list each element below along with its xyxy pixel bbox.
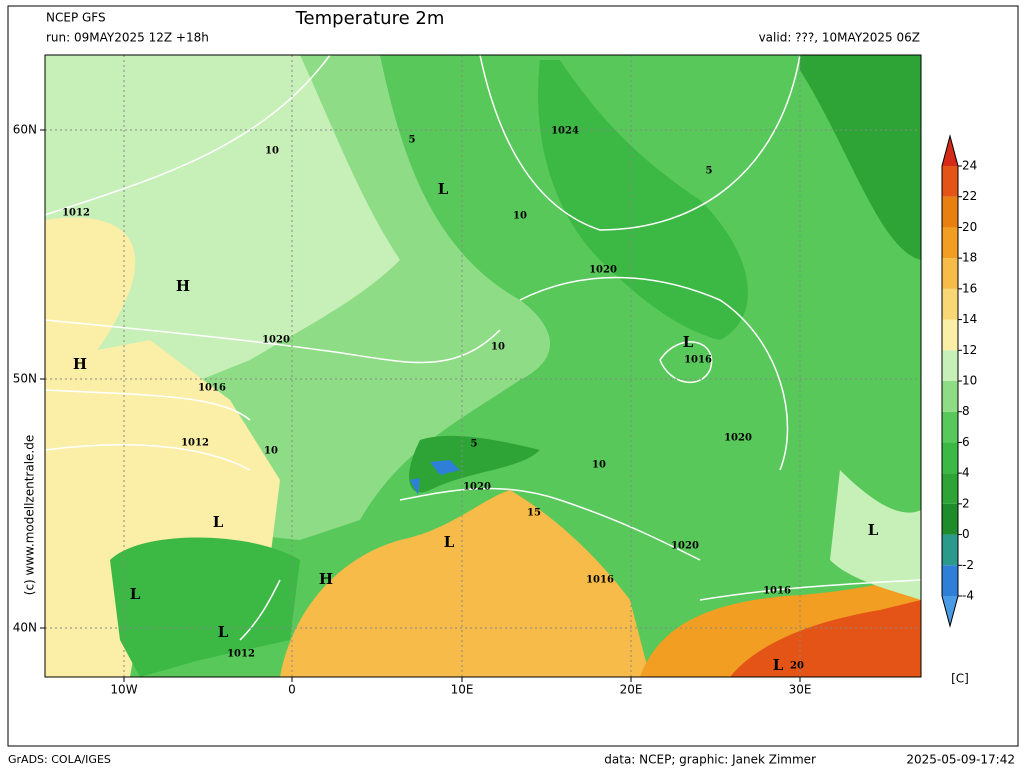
- pressure-center: H: [73, 355, 87, 373]
- colorbar-bin: [942, 442, 958, 474]
- colorbar-label: 0: [962, 527, 970, 541]
- isobar-label: 10: [592, 460, 606, 471]
- pressure-center: H: [319, 570, 333, 588]
- isobar-label: 1020: [589, 265, 617, 276]
- colorbar-bin: [942, 534, 958, 566]
- lat-label: 50N: [13, 372, 37, 386]
- colorbar-label: 4: [962, 466, 970, 480]
- colorbar-label: 10: [962, 374, 977, 388]
- isobar-label: 1016: [198, 383, 226, 394]
- footer-left: GrADS: COLA/IGES: [8, 753, 111, 766]
- footer-credit: data: NCEP; graphic: Janek Zimmer: [604, 753, 816, 767]
- colorbar-label: 24: [962, 159, 977, 173]
- colorbar-label: 20: [962, 220, 977, 234]
- watermark: (c) www.modellzentrale.de: [23, 435, 37, 595]
- isobar-label: 20: [790, 661, 804, 672]
- colorbar-label: 18: [962, 251, 977, 265]
- colorbar-bin: [942, 319, 958, 351]
- run: run: 09MAY2025 12Z +18h: [46, 31, 209, 45]
- isobar-label: 5: [409, 135, 416, 146]
- colorbar-label: 8: [962, 404, 970, 418]
- colorbar-bin: [942, 196, 958, 228]
- colorbar-bin: [942, 381, 958, 412]
- lat-label: 40N: [13, 621, 37, 635]
- colorbar-bin: [942, 350, 958, 381]
- isobar-label: 1020: [463, 482, 491, 493]
- isobar-label: 10: [491, 342, 505, 353]
- colorbar-label: 22: [962, 189, 977, 203]
- colorbar-low: [942, 596, 958, 626]
- lon-label: 10W: [110, 683, 137, 697]
- title: Temperature 2m: [295, 8, 445, 29]
- isobar-label: 10: [513, 211, 527, 222]
- map-border: [44, 54, 922, 678]
- colorbar-bin: [942, 503, 958, 535]
- pressure-center: L: [130, 585, 141, 603]
- colorbar-bin: [942, 411, 958, 443]
- pressure-center: L: [444, 533, 455, 551]
- isobar-label: 15: [527, 508, 541, 519]
- colorbar-unit: [C]: [951, 672, 969, 686]
- colorbar-bin: [942, 565, 958, 596]
- colorbar-label: 12: [962, 343, 977, 357]
- colorbar-high: [942, 136, 958, 166]
- lon-label: 30E: [789, 683, 812, 697]
- isobar-label: 1020: [671, 541, 699, 552]
- lon-label: 10E: [451, 683, 474, 697]
- isobar-label: 5: [706, 166, 713, 177]
- isobar-label: 1012: [227, 649, 255, 660]
- isobar-label: 10: [265, 146, 279, 157]
- footer-timestamp: 2025-05-09-17:42: [906, 753, 1015, 767]
- pressure-center: L: [773, 656, 784, 674]
- colorbar-bin: [942, 473, 958, 504]
- colorbar-label: -2: [962, 558, 974, 572]
- colorbar-label: 2: [962, 496, 970, 510]
- isobar-label: 1020: [262, 335, 290, 346]
- lon-label: 0: [288, 683, 296, 697]
- isobar-label: 1016: [586, 575, 614, 586]
- isobar-label: 5: [471, 439, 478, 450]
- colorbar-bin: [942, 227, 958, 259]
- isobar-label: 10: [264, 446, 278, 457]
- isobar-label: 1016: [684, 355, 712, 366]
- pressure-center: L: [218, 623, 229, 641]
- pressure-center: L: [438, 180, 449, 198]
- pressure-center: H: [176, 277, 190, 295]
- colorbar-bin: [942, 166, 958, 197]
- colorbar-bin: [942, 288, 958, 320]
- pressure-center: L: [683, 333, 694, 351]
- colorbar-label: 16: [962, 281, 977, 295]
- lat-label: 60N: [13, 123, 37, 137]
- map: [45, 55, 921, 677]
- isobar-label: 1012: [62, 208, 90, 219]
- colorbar-label: 6: [962, 435, 970, 449]
- source: NCEP GFS: [46, 11, 106, 25]
- lon-label: 20E: [620, 683, 643, 697]
- colorbar-bin: [942, 258, 958, 289]
- colorbar-label: 14: [962, 312, 977, 326]
- isobar-label: 1024: [551, 126, 579, 137]
- isobar-label: 1016: [763, 586, 791, 597]
- pressure-center: L: [868, 521, 879, 539]
- colorbar-label: -4: [962, 589, 974, 603]
- isobar-label: 1012: [181, 438, 209, 449]
- isobar-label: 1020: [724, 433, 752, 444]
- pressure-center: L: [213, 513, 224, 531]
- valid: valid: ???, 10MAY2025 06Z: [759, 31, 920, 45]
